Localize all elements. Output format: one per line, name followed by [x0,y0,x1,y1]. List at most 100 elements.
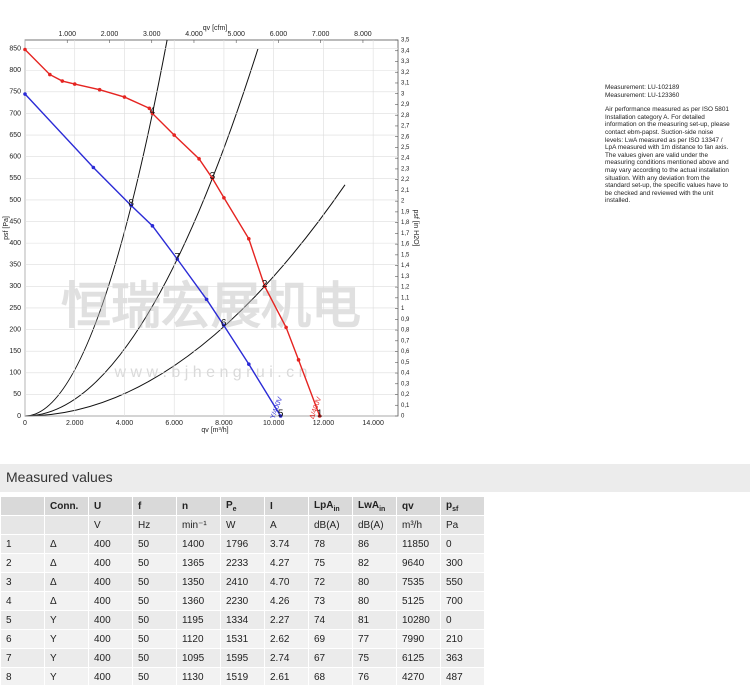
table-cell: 75 [353,649,396,667]
y2-tick-label: 2,1 [401,188,410,194]
curve-point [147,106,152,111]
curve-point [221,323,226,328]
table-cell: 4.70 [265,573,308,591]
y2-tick-label: 2,5 [401,145,410,151]
curve-point [129,203,133,208]
y2-tick-label: 0,6 [401,349,410,355]
table-cell: 2230 [221,592,264,610]
y2-tick-label: 1,1 [401,295,410,301]
y2-tick-label: 0,4 [401,371,410,377]
y-tick-label: 700 [9,110,21,117]
y2-tick-label: 1,7 [401,231,410,237]
table-cell: 1120 [177,630,220,648]
curve-point [97,87,102,92]
unit-cell [1,516,44,534]
y-tick-label: 750 [9,89,21,96]
table-cell: 2 [1,554,44,572]
y2-tick-label: 2,9 [401,102,410,108]
table-cell: 72 [309,573,352,591]
y2-tick-label: 2 [401,199,405,205]
y-tick-label: 650 [9,132,21,139]
table-row: 2 Δ 400 50 1365 2233 4.27 75 82 9640 300 [1,554,484,572]
x2-tick-label: 2.000 [101,31,119,38]
table-cell: 50 [133,668,176,685]
y2-axis-label: psf [in H2O] [412,210,419,247]
description-line: information on the measuring set-up, ple… [605,121,730,129]
y2-tick-label: 3,3 [401,59,410,65]
table-cell: 550 [441,573,484,591]
curve-point [204,297,209,302]
description-line: LpA measured with 1m distance to fan axi… [605,144,729,152]
table-cell: 2233 [221,554,264,572]
table-cell: 4270 [397,668,440,685]
table-cell: 2.27 [265,611,308,629]
x-tick-label: 8.000 [215,420,233,427]
header-cell: f [133,497,176,515]
table-cell: 50 [133,573,176,591]
table-cell: 1350 [177,573,220,591]
table-cell: 1519 [221,668,264,685]
y-tick-label: 100 [9,370,21,377]
table-cell: 81 [353,611,396,629]
curve-point [72,82,77,86]
y-tick-label: 450 [9,218,21,225]
curve-point [150,224,155,228]
curve-point [296,358,301,362]
curve-point [222,195,226,200]
y-tick-label: 300 [9,283,21,290]
y-tick-label: 800 [9,67,21,74]
y-tick-label: 250 [9,305,21,312]
table-cell: 67 [309,649,352,667]
y-tick-label: 400 [9,240,21,247]
table-cell: 400 [89,649,132,667]
unit-cell: min⁻¹ [177,516,220,534]
y2-tick-label: 0,7 [401,338,410,344]
x-tick-label: 10.000 [263,420,285,427]
table-cell: 75 [309,554,352,572]
table-cell: 69 [309,630,352,648]
y2-tick-label: 3,1 [401,81,410,87]
table-cell: 1130 [177,668,220,685]
note-line: Measurement: LU-123360 [605,91,680,99]
table-cell: 400 [89,535,132,553]
table-cell: 1095 [177,649,220,667]
y-tick-label: 200 [9,326,21,333]
curve-point [48,72,52,77]
curve-point [278,414,283,418]
y2-tick-label: 3 [401,91,405,97]
table-cell: 0 [441,535,484,553]
y2-tick-label: 1,2 [401,285,410,291]
table-cell: 3 [1,573,44,591]
y-axis-label: psf [Pa] [3,216,10,240]
y2-tick-label: 1,8 [401,220,410,226]
table-cell: Y [45,630,88,648]
chart: qv [cfm] qv [m³/h] psf [Pa] psf [in H2O]… [3,25,419,434]
table-cell: 2.61 [265,668,308,685]
y2-tick-label: 1 [401,306,405,312]
y2-tick-label: 1,9 [401,209,410,215]
table-row: 1 Δ 400 50 1400 1796 3.74 78 86 11850 0 [1,535,484,553]
unit-cell: V [89,516,132,534]
y2-tick-label: 2,6 [401,134,410,140]
header-text: Conn. [50,500,79,512]
table-cell: 78 [309,535,352,553]
table-cell: 1796 [221,535,264,553]
table-cell: 4 [1,592,44,610]
header-cell: qv [397,497,440,515]
table-cell: 1595 [221,649,264,667]
x-tick-label: 14.000 [362,420,384,427]
table-cell: Y [45,611,88,629]
header-cell: LpAin [309,497,352,515]
x-tick-label: 6.000 [165,420,183,427]
x-tick-label: 0 [23,420,27,427]
table-cell: 76 [353,668,396,685]
table-cell: 1400 [177,535,220,553]
table-cell: 7990 [397,630,440,648]
x2-tick-label: 6.000 [270,31,288,38]
curve-point [91,165,96,170]
unit-cell [45,516,88,534]
note-line: Measurement: LU-102189 [605,84,680,91]
table-cell: 5 [1,611,44,629]
